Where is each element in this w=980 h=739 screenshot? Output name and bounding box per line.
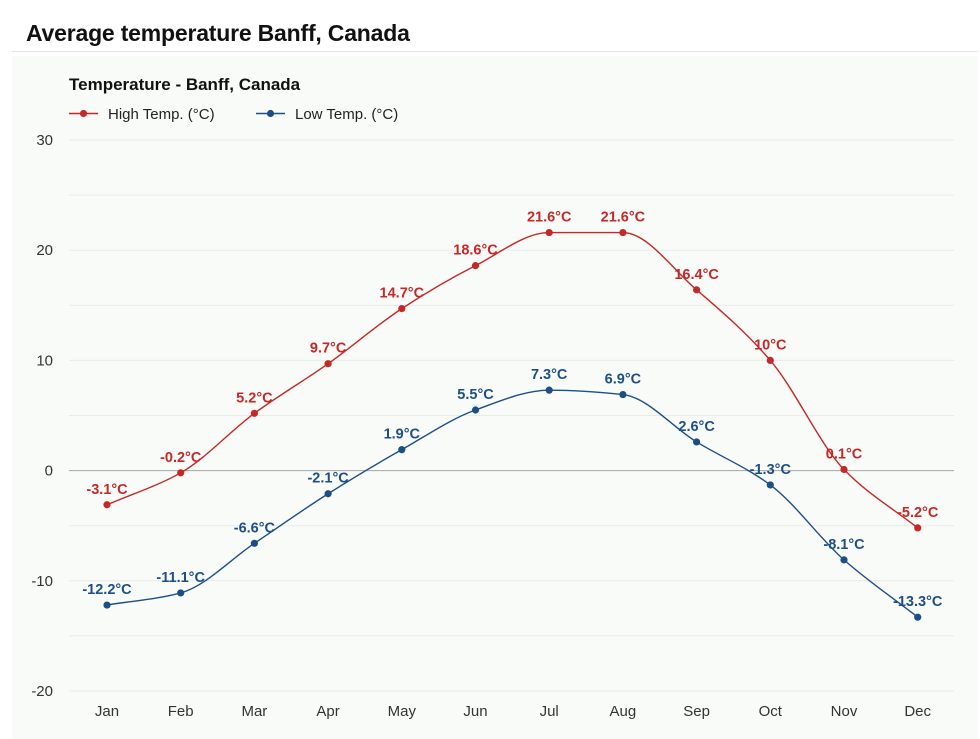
data-label-high: -0.2°C: [160, 450, 202, 466]
x-tick-label: Nov: [831, 703, 858, 720]
series-line-low: [106, 389, 919, 618]
x-axis: Jan Feb Mar Apr May Jun Jul Aug Sep Oct Nov Dec: [95, 703, 932, 720]
x-tick-label: Jul: [540, 703, 559, 720]
x-tick-label: Apr: [316, 703, 339, 720]
x-tick-label: Oct: [759, 703, 783, 720]
data-point-low[interactable]: [840, 556, 848, 564]
data-point-high[interactable]: [324, 360, 332, 368]
data-label-high: 21.6°C: [601, 210, 646, 226]
data-point-high[interactable]: [619, 228, 627, 237]
data-point-high[interactable]: [103, 501, 111, 509]
x-tick-label: Mar: [241, 703, 267, 720]
x-tick-label: Aug: [610, 703, 637, 720]
data-label-low: -11.1°C: [156, 570, 205, 586]
data-point-high[interactable]: [766, 356, 774, 364]
data-point-low[interactable]: [545, 386, 553, 394]
data-label-high: 16.4°C: [674, 267, 719, 283]
y-tick-label: 0: [45, 463, 53, 480]
y-tick-label: -10: [31, 573, 53, 590]
data-point-low[interactable]: [250, 539, 258, 547]
page-heading: Average temperature Banff, Canada: [26, 20, 410, 46]
x-tick-label: Feb: [168, 703, 194, 720]
y-tick-label: -20: [31, 683, 53, 700]
data-point-low[interactable]: [693, 438, 701, 446]
data-point-high[interactable]: [914, 524, 922, 532]
legend-high-marker: [79, 109, 88, 118]
series-line-high: [106, 231, 919, 529]
data-point-low[interactable]: [619, 390, 627, 399]
y-axis: 30 20 10 0 -10 -20: [31, 132, 53, 700]
data-label-high: 9.7°C: [310, 341, 347, 357]
data-point-low[interactable]: [398, 446, 406, 454]
legend-high-label: High Temp. (°C): [108, 106, 215, 123]
x-tick-label: Dec: [904, 703, 931, 720]
chart-panel: Temperature - Banff, Canada High Temp. (…: [12, 56, 978, 739]
data-label-high: 21.6°C: [527, 210, 572, 226]
data-label-high: -5.2°C: [897, 505, 939, 521]
legend-high[interactable]: High Temp. (°C): [69, 106, 215, 123]
data-label-low: 5.5°C: [457, 387, 494, 403]
data-point-low[interactable]: [324, 490, 332, 498]
data-label-high: -3.1°C: [86, 482, 128, 498]
data-point-high[interactable]: [840, 465, 848, 474]
data-point-high[interactable]: [177, 469, 185, 477]
data-point-low[interactable]: [471, 406, 480, 414]
heading-divider: [12, 51, 978, 52]
legend-low[interactable]: Low Temp. (°C): [256, 106, 398, 123]
y-tick-label: 20: [36, 242, 53, 259]
data-label-low: -2.1°C: [307, 471, 349, 487]
data-label-low: -13.3°C: [893, 594, 943, 610]
data-label-low: 6.9°C: [605, 372, 642, 388]
x-tick-label: May: [388, 703, 417, 720]
data-point-high[interactable]: [398, 305, 406, 313]
x-tick-label: Sep: [683, 703, 710, 720]
data-label-high: 10°C: [754, 337, 787, 353]
chart-title: Temperature - Banff, Canada: [69, 75, 301, 94]
temperature-chart: Temperature - Banff, Canada High Temp. (…: [31, 75, 954, 720]
data-label-low: -6.6°C: [234, 520, 276, 536]
data-point-low[interactable]: [103, 601, 111, 609]
data-label-low: 2.6°C: [678, 419, 715, 435]
data-label-low: 7.3°C: [531, 367, 568, 383]
legend-low-marker: [266, 109, 275, 118]
data-point-low[interactable]: [766, 481, 774, 489]
gridlines: [69, 139, 954, 692]
data-point-low[interactable]: [177, 589, 185, 597]
x-tick-label: Jan: [95, 703, 119, 720]
data-labels: -3.1°C -0.2°C 5.2°C 9.7°C 14.7°C 18.6°C 21.6°C…: [82, 210, 943, 611]
data-label-high: 18.6°C: [453, 243, 498, 259]
y-tick-label: 30: [36, 132, 53, 149]
data-label-low: -1.3°C: [750, 462, 792, 478]
data-label-low: 1.9°C: [384, 427, 421, 443]
legend-low-label: Low Temp. (°C): [295, 106, 398, 123]
y-tick-label: 10: [36, 352, 53, 369]
data-label-high: 5.2°C: [236, 390, 273, 406]
data-label-low: -8.1°C: [823, 537, 865, 553]
data-point-high[interactable]: [471, 262, 480, 270]
data-label-low: -12.2°C: [82, 582, 132, 598]
data-point-high[interactable]: [693, 286, 701, 294]
x-tick-label: Jun: [463, 703, 487, 720]
data-label-high: 14.7°C: [380, 286, 425, 302]
data-point-low[interactable]: [914, 613, 922, 621]
data-point-high[interactable]: [545, 228, 553, 237]
series: [103, 228, 922, 621]
data-point-high[interactable]: [250, 409, 258, 417]
data-label-high: 0.1°C: [826, 446, 863, 462]
